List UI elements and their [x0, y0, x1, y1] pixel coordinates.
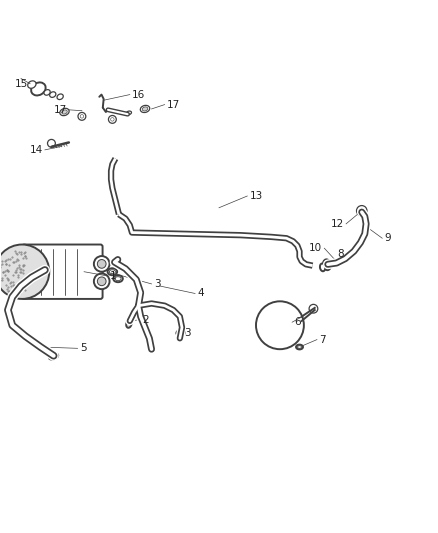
Text: 5: 5: [80, 343, 86, 353]
Circle shape: [47, 140, 55, 147]
Text: 9: 9: [385, 233, 391, 243]
Text: 15: 15: [15, 79, 28, 88]
Circle shape: [94, 256, 110, 272]
Ellipse shape: [140, 106, 150, 112]
Text: 2: 2: [142, 314, 148, 325]
Ellipse shape: [51, 355, 57, 358]
Ellipse shape: [57, 94, 63, 100]
Ellipse shape: [330, 261, 338, 266]
Ellipse shape: [142, 107, 148, 111]
Text: 17: 17: [167, 100, 180, 110]
Ellipse shape: [325, 262, 329, 268]
Text: 10: 10: [309, 243, 322, 253]
Text: 16: 16: [132, 90, 145, 100]
Ellipse shape: [126, 320, 132, 328]
Circle shape: [309, 304, 318, 313]
Ellipse shape: [113, 275, 123, 282]
Text: 7: 7: [319, 335, 326, 345]
Circle shape: [357, 206, 367, 216]
Circle shape: [0, 245, 49, 299]
Text: 13: 13: [250, 191, 263, 201]
Ellipse shape: [320, 263, 325, 271]
Ellipse shape: [126, 111, 131, 115]
Ellipse shape: [323, 260, 331, 270]
Ellipse shape: [31, 83, 46, 95]
Ellipse shape: [177, 330, 185, 336]
Ellipse shape: [49, 353, 58, 360]
Ellipse shape: [28, 81, 36, 88]
Text: 4: 4: [197, 288, 204, 298]
Circle shape: [94, 273, 110, 289]
Text: 8: 8: [337, 249, 344, 260]
Ellipse shape: [49, 92, 56, 98]
Text: 12: 12: [331, 219, 344, 229]
Circle shape: [97, 277, 106, 286]
Text: 17: 17: [53, 105, 67, 115]
Ellipse shape: [296, 345, 303, 350]
Text: 1: 1: [110, 271, 117, 281]
Text: 14: 14: [29, 145, 43, 155]
Circle shape: [97, 260, 106, 268]
Circle shape: [78, 112, 86, 120]
Ellipse shape: [60, 108, 69, 116]
Ellipse shape: [108, 268, 117, 275]
Text: 3: 3: [184, 328, 191, 337]
FancyBboxPatch shape: [22, 245, 102, 299]
Circle shape: [109, 116, 116, 123]
Text: 3: 3: [154, 279, 160, 289]
Ellipse shape: [44, 90, 50, 95]
Text: 6: 6: [294, 317, 301, 327]
Ellipse shape: [62, 110, 67, 114]
